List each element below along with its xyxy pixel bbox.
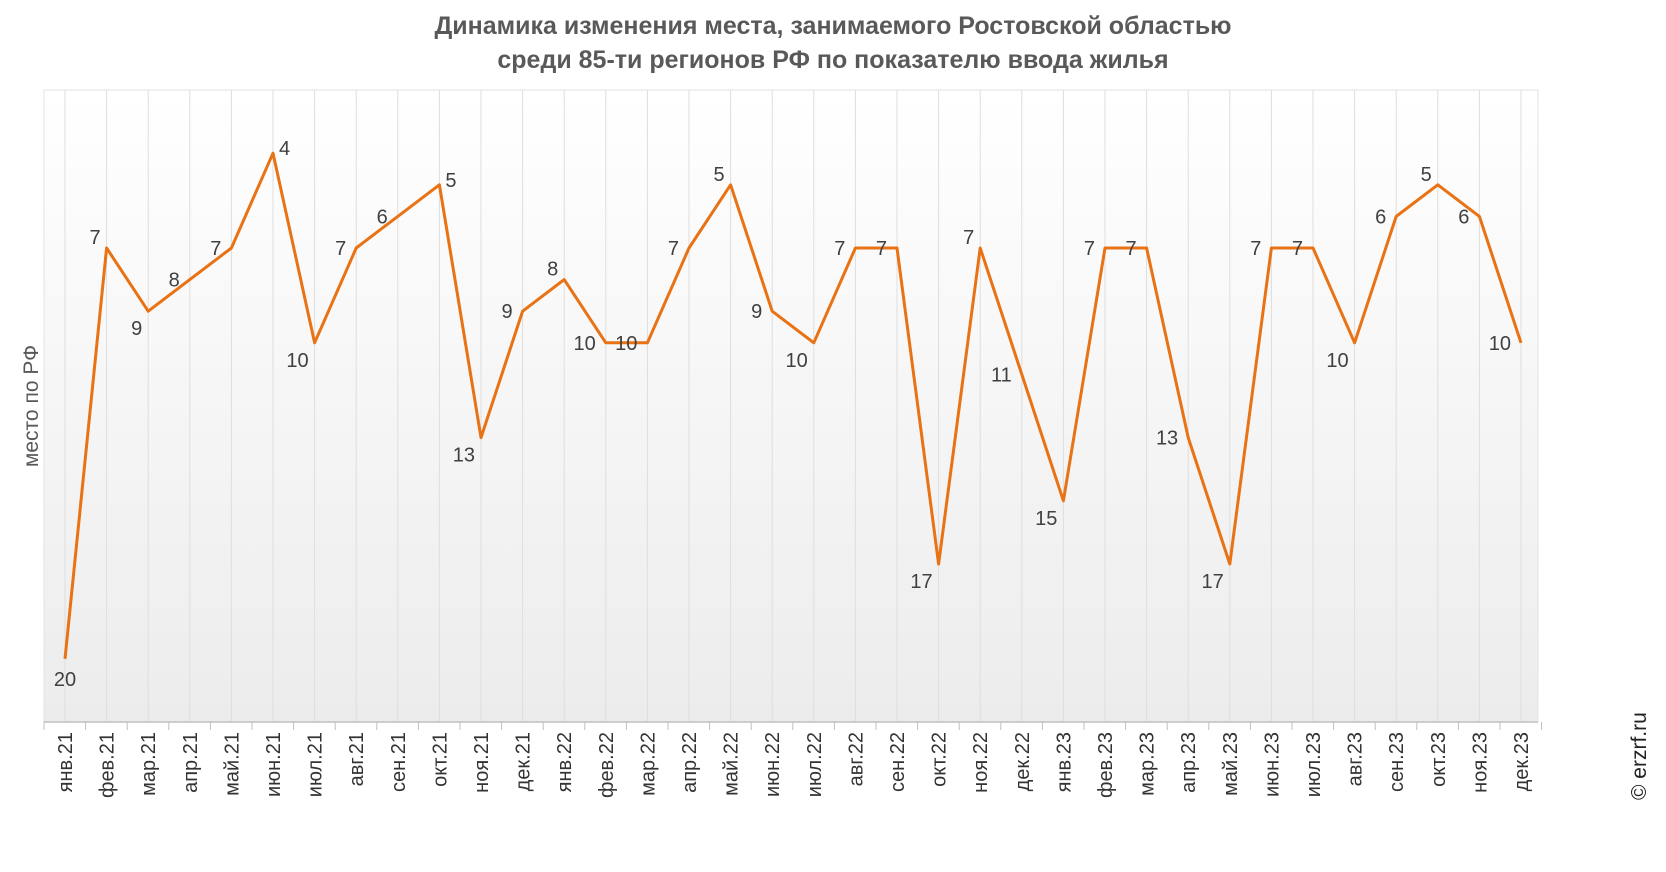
data-label: 7	[1250, 238, 1261, 260]
x-tick-label: окт.23	[1428, 732, 1450, 787]
data-label: 7	[210, 238, 221, 260]
x-tick-label: июл.21	[305, 732, 327, 797]
data-label: 7	[876, 238, 887, 260]
data-label: 9	[131, 318, 142, 340]
x-tick-label: сен.23	[1386, 732, 1408, 792]
x-tick-label: мар.23	[1137, 732, 1159, 796]
data-label: 17	[910, 571, 932, 593]
data-label: 11	[991, 364, 1012, 386]
plot-background	[43, 89, 1539, 723]
data-label: 15	[1035, 508, 1057, 530]
x-tick-label: май.21	[221, 732, 243, 796]
data-label: 10	[615, 333, 637, 355]
x-tick-label: дек.21	[513, 732, 535, 791]
x-tick-label: май.23	[1220, 732, 1242, 796]
data-label: 13	[453, 445, 475, 467]
x-tick-label: авг.23	[1345, 732, 1367, 786]
x-tick-label: авг.22	[845, 732, 867, 786]
x-tick-label: дек.22	[1012, 732, 1034, 791]
x-tick-label: май.22	[721, 732, 743, 796]
x-tick-label: дек.23	[1511, 732, 1533, 791]
data-label: 9	[501, 301, 512, 323]
x-tick-label: июн.21	[263, 732, 285, 797]
x-tick-label: ноя.23	[1469, 732, 1491, 793]
x-tick-label: мар.21	[138, 732, 160, 796]
y-axis-label: место по РФ	[20, 345, 43, 467]
data-label: 8	[547, 259, 558, 281]
data-label: 5	[445, 170, 456, 192]
data-label: 7	[834, 238, 845, 260]
x-tick-label: фев.22	[596, 732, 618, 798]
chart-subtitle: среди 85-ти регионов РФ по показателю вв…	[497, 46, 1169, 74]
data-label: 20	[54, 669, 76, 691]
series-line	[63, 151, 1523, 659]
data-label: 7	[335, 238, 346, 260]
data-label: 7	[1125, 238, 1136, 260]
x-tick-label: фев.23	[1095, 732, 1117, 798]
data-label: 10	[1489, 333, 1511, 355]
x-tick-label: окт.21	[429, 732, 451, 787]
x-tick-label: авг.21	[346, 732, 368, 786]
x-tick-label: апр.22	[679, 732, 701, 793]
x-tick-label: янв.21	[55, 732, 77, 792]
x-tick-label: мар.22	[637, 732, 659, 796]
data-label: 7	[963, 227, 974, 249]
data-label: 6	[1458, 206, 1469, 228]
data-label: 6	[377, 206, 388, 228]
chart-title: Динамика изменения места, занимаемого Ро…	[434, 12, 1232, 40]
data-label: 10	[786, 350, 808, 372]
data-label: 10	[574, 333, 596, 355]
data-label: 7	[1292, 238, 1303, 260]
data-label: 7	[1084, 238, 1095, 260]
x-tick-label: июл.22	[804, 732, 826, 797]
data-label: 13	[1156, 428, 1178, 450]
data-label: 7	[89, 227, 100, 249]
x-tick-label: ноя.21	[471, 732, 493, 793]
data-label: 5	[713, 164, 724, 186]
watermark: © erzrf.ru	[1628, 712, 1651, 800]
x-tick-label: июл.23	[1303, 732, 1325, 797]
data-label: 7	[668, 238, 679, 260]
x-tick-label: янв.23	[1053, 732, 1075, 792]
x-tick-label: сен.22	[887, 732, 909, 792]
data-label: 4	[279, 138, 290, 160]
data-label: 5	[1421, 164, 1432, 186]
x-tick-label: июн.23	[1261, 732, 1283, 797]
x-tick-label: сен.21	[388, 732, 410, 792]
data-label: 10	[1326, 350, 1348, 372]
data-label: 17	[1202, 571, 1224, 593]
x-tick-label: ноя.22	[970, 732, 992, 793]
x-tick-label: янв.22	[554, 732, 576, 792]
x-tick-label: фев.21	[97, 732, 119, 798]
x-tick-label: июн.22	[762, 732, 784, 797]
x-tick-label: апр.21	[180, 732, 202, 793]
data-label: 10	[286, 350, 308, 372]
data-label: 8	[169, 270, 180, 292]
x-tick-label: апр.23	[1178, 732, 1200, 793]
data-label: 9	[751, 301, 762, 323]
x-tick-label: окт.22	[929, 732, 951, 787]
data-label: 6	[1375, 206, 1386, 228]
